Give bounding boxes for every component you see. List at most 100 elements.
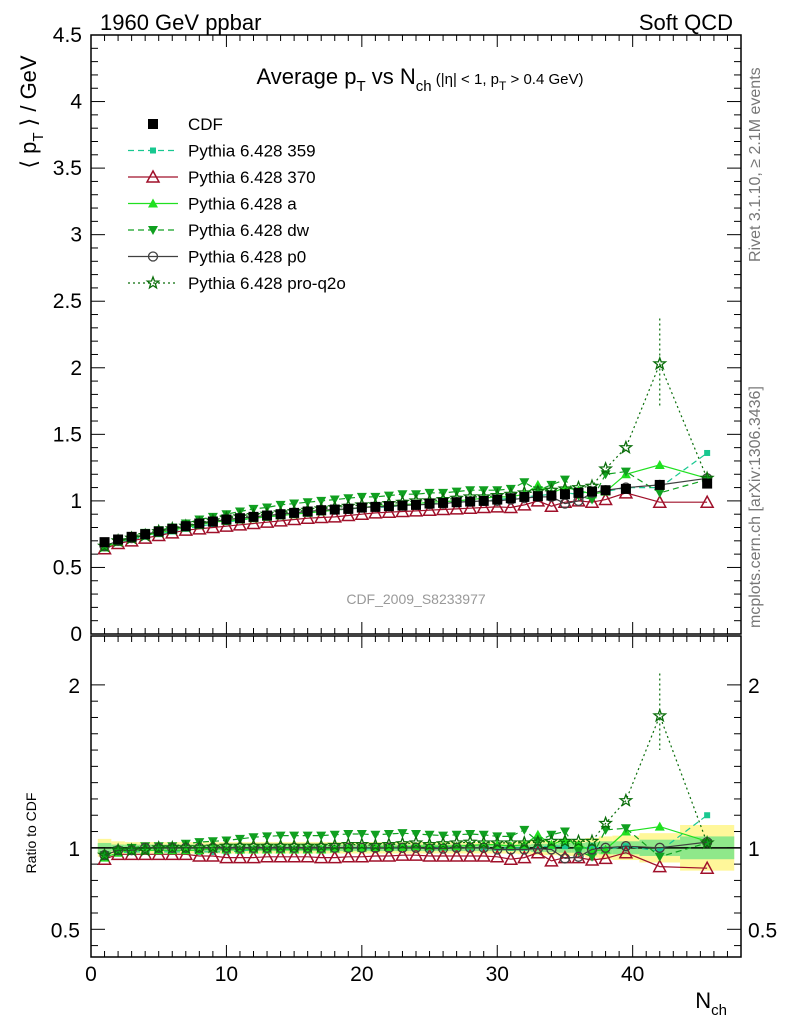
data-point: [598, 491, 613, 506]
y-axis-label-main: ⟨ pT ⟩ / GeV: [16, 55, 47, 168]
series-cdf: [99, 478, 713, 548]
data-point: [300, 838, 316, 853]
data-point: [652, 858, 668, 873]
data-point: [300, 849, 315, 863]
data-point: [370, 830, 381, 840]
data-point: [449, 834, 465, 850]
data-point: [192, 848, 207, 862]
data-point: [288, 842, 300, 853]
data-point: [476, 848, 491, 862]
ratio-series-pythia-6-428-pro-q2o: [96, 707, 715, 862]
data-point: [180, 521, 191, 532]
data-point: [654, 842, 665, 853]
data-point: [462, 848, 478, 862]
data-point: [587, 852, 598, 862]
data-point: [219, 518, 234, 532]
x-tick-label: 10: [215, 963, 238, 986]
data-point: [329, 830, 340, 840]
data-point: [232, 517, 248, 531]
data-point: [702, 478, 713, 489]
data-point: [259, 514, 275, 528]
data-point: [451, 842, 462, 853]
data-point: [656, 848, 663, 855]
data-point: [205, 519, 221, 534]
data-point: [489, 849, 505, 863]
legend-item: Pythia 6.428 dw: [128, 221, 310, 240]
data-point: [519, 491, 530, 502]
data-point: [598, 815, 614, 830]
data-point: [462, 500, 478, 514]
data-point: [449, 501, 464, 515]
data-point: [96, 847, 112, 862]
data-point: [327, 509, 343, 523]
data-point: [435, 835, 451, 851]
data-point: [600, 842, 611, 853]
data-point: [465, 496, 476, 507]
data-point: [489, 834, 505, 850]
data-point: [532, 486, 543, 496]
data-point: [275, 509, 286, 520]
data-point: [246, 515, 261, 530]
series-line: [104, 492, 708, 550]
data-point: [354, 849, 370, 863]
data-point: [124, 842, 140, 857]
data-point: [587, 486, 598, 497]
data-point: [167, 523, 178, 534]
data-point: [140, 529, 151, 540]
data-point: [699, 834, 715, 850]
ratio-y-tick-label: 0.5: [51, 919, 80, 942]
legend-item: Pythia 6.428 pro-q2o: [128, 274, 346, 293]
legend-item: Pythia 6.428 359: [128, 142, 316, 161]
data-point: [275, 842, 286, 853]
series-curves: [96, 318, 715, 874]
data-point: [397, 500, 408, 511]
data-point: [704, 449, 711, 456]
data-point: [411, 499, 421, 510]
data-point: [316, 831, 327, 841]
data-point: [205, 848, 221, 862]
y-tick-label: 4: [70, 91, 82, 114]
data-point: [489, 499, 505, 513]
data-point: [259, 838, 275, 853]
data-point: [248, 842, 259, 853]
data-point: [559, 489, 570, 500]
y-tick-label: 3: [70, 224, 82, 247]
data-point: [313, 509, 329, 524]
data-point: [262, 510, 273, 521]
data-point: [586, 844, 598, 855]
y-tick-label: 2.5: [53, 290, 82, 313]
data-point: [462, 834, 478, 849]
data-point: [110, 842, 126, 857]
data-point: [546, 844, 557, 855]
data-point: [620, 841, 632, 852]
main-title: Average pT vs Nch (|η| < 1, pT > 0.4 GeV…: [257, 64, 584, 95]
data-point: [408, 847, 424, 861]
legend-label: Pythia 6.428 359: [188, 142, 316, 161]
y-tick-label: 0.5: [53, 556, 82, 579]
data-point: [300, 510, 315, 524]
data-point: [503, 835, 519, 850]
data-point: [354, 836, 370, 851]
data-point: [327, 837, 343, 852]
data-point: [219, 850, 234, 864]
data-point: [618, 845, 634, 859]
data-point: [286, 511, 302, 526]
x-tick-label: 20: [350, 963, 373, 986]
data-point: [422, 502, 437, 516]
data-point: [408, 503, 424, 517]
data-point: [259, 849, 275, 863]
legend-item: CDF: [148, 115, 223, 134]
data-point: [532, 491, 543, 502]
data-point: [395, 503, 410, 518]
data-point: [422, 848, 437, 862]
data-point: [397, 829, 408, 839]
data-point: [652, 707, 668, 723]
data-point: [395, 847, 410, 861]
data-point: [397, 842, 408, 853]
x-tick-label: 30: [486, 963, 509, 986]
y-axis-label-ratio: Ratio to CDF: [23, 793, 39, 874]
data-point: [289, 831, 300, 841]
data-point: [587, 495, 598, 505]
data-point: [476, 499, 491, 514]
